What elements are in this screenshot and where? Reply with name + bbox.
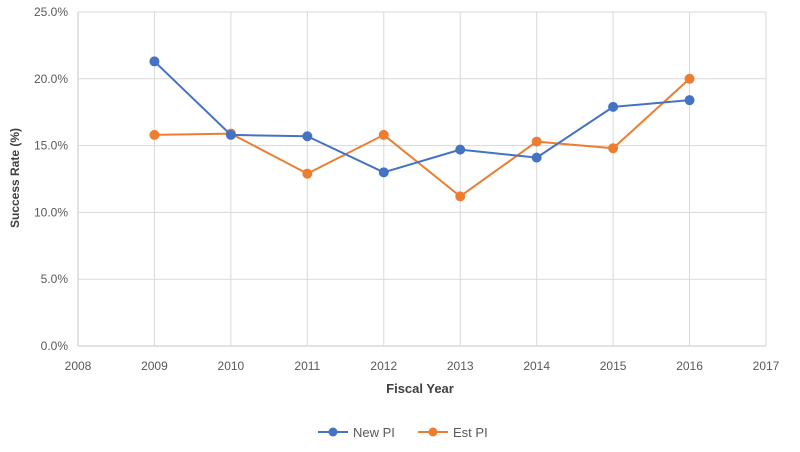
x-tick-label: 2010 [218,359,245,373]
y-tick-label: 15.0% [34,139,68,153]
y-tick-label: 10.0% [34,205,68,219]
x-tick-label: 2012 [370,359,397,373]
x-tick-label: 2011 [294,359,320,373]
y-tick-label: 25.0% [34,5,68,19]
x-tick-label: 2008 [65,359,92,373]
y-tick-label: 5.0% [41,272,69,286]
grid [78,11,767,346]
data-point-new-pi [608,101,619,112]
data-point-est-pi [302,168,313,179]
data-point-est-pi [455,191,466,202]
legend: New PI Est PI [318,425,488,440]
axis-titles: Success Rate (%) Fiscal Year [8,128,454,396]
data-point-new-pi [378,167,389,178]
legend-swatch-marker [328,427,338,437]
legend-item-est-pi: Est PI [418,425,488,440]
data-point-new-pi [302,131,313,142]
axes: 0.0% 5.0% 10.0% 15.0% 20.0% 25.0% 2008 2009 2010… [34,5,780,373]
data-point-est-pi [684,73,695,84]
data-point-est-pi [149,129,160,140]
x-axis-title: Fiscal Year [386,381,454,396]
x-tick-label: 2015 [600,359,627,373]
legend-item-new-pi: New PI [318,425,395,440]
data-point-new-pi [225,129,236,140]
x-tick-label: 2013 [447,359,474,373]
data-point-new-pi [455,144,466,155]
data-point-new-pi [531,152,542,163]
x-tick-label: 2016 [676,359,703,373]
series-line-new-pi [153,60,690,174]
legend-swatch-marker [428,427,438,437]
data-point-est-pi [608,143,619,154]
x-tick-label: 2009 [141,359,168,373]
y-tick-label: 20.0% [34,72,68,86]
y-tick-label: 0.0% [41,339,69,353]
series-line-est-pi [154,78,691,198]
data-point-new-pi [684,95,695,106]
x-tick-label: 2014 [523,359,550,373]
x-tick-label: 2017 [753,359,780,373]
legend-label: New PI [353,425,395,440]
data-point-new-pi [149,56,160,67]
legend-label: Est PI [453,425,488,440]
series-new-pi [149,56,695,178]
data-point-est-pi [531,136,542,147]
series [149,56,695,202]
y-axis-title: Success Rate (%) [8,128,22,228]
data-point-est-pi [378,129,389,140]
